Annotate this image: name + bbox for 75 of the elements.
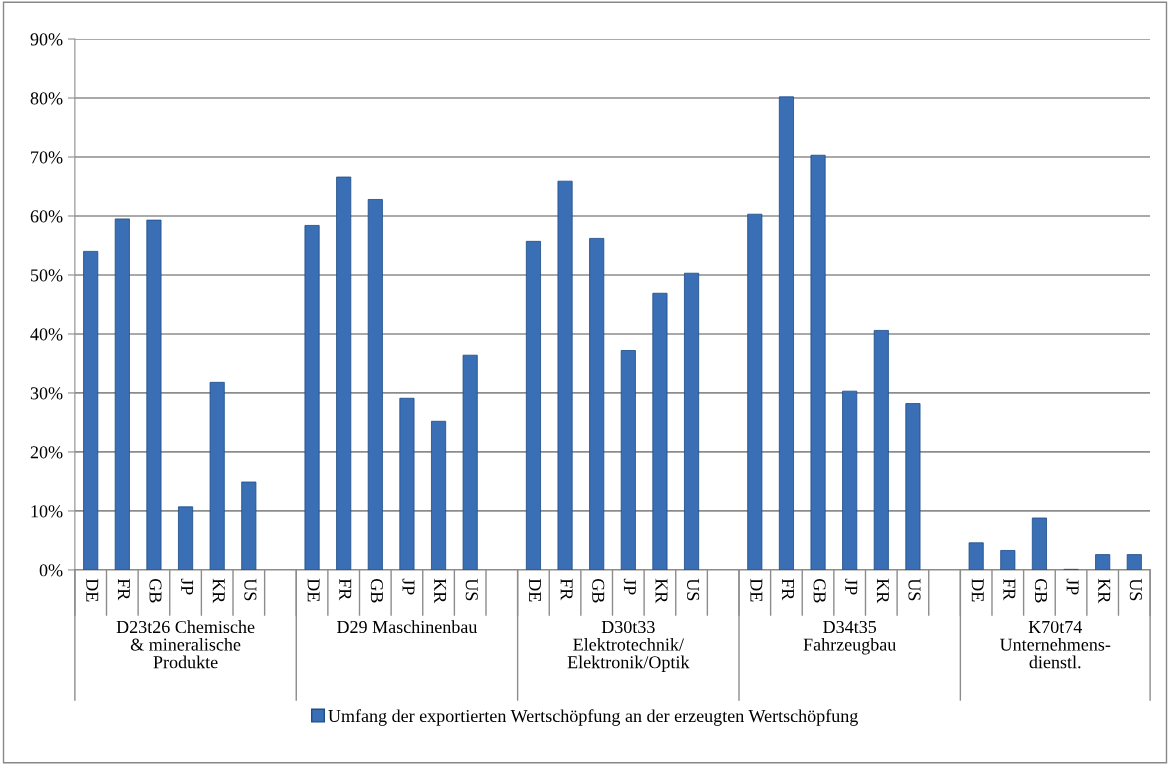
bar (1000, 550, 1016, 570)
x-tick-label: DE (971, 578, 984, 602)
bar (652, 292, 668, 570)
y-tick-label: 10% (31, 505, 63, 518)
x-tick-label: FR (560, 578, 573, 601)
bar (336, 176, 352, 570)
bar (557, 180, 573, 570)
bar (462, 354, 478, 570)
bar (304, 225, 320, 570)
bar (1126, 554, 1142, 570)
x-tick-label: KR (876, 578, 889, 604)
x-tick-label: JP (402, 578, 415, 595)
y-tick-label: 40% (30, 328, 63, 341)
x-tick-label: GB (813, 579, 826, 603)
bar (209, 381, 225, 570)
x-tick-label: DE (529, 578, 541, 602)
y-tick-label: 80% (30, 92, 63, 105)
bar (431, 420, 447, 570)
x-tick-label: JP (623, 578, 636, 595)
bar (620, 350, 636, 570)
x-tick-label: US (908, 578, 921, 601)
x-tick-label: DE (86, 578, 99, 602)
bar (525, 240, 541, 570)
bar (83, 250, 99, 570)
bar (399, 397, 415, 570)
x-tick-label: KR (1098, 578, 1111, 604)
x-tick-label: FR (782, 578, 794, 601)
y-tick-label: 0% (39, 564, 63, 577)
x-tick-label: JP (1066, 578, 1079, 595)
x-tick-label: FR (1003, 578, 1016, 601)
legend-label: Umfang der exportierten Wertschöpfung an der erzeugten Wertschöpfung (328, 709, 858, 726)
x-tick-label: FR (339, 578, 352, 601)
x-tick-label: JP (181, 578, 194, 595)
bar (146, 219, 162, 570)
bar (873, 330, 889, 570)
y-tick-label: 50% (31, 269, 63, 282)
bar (778, 96, 794, 570)
y-tick-label: 70% (31, 151, 63, 164)
x-tick-label: KR (434, 578, 447, 604)
bar (747, 213, 763, 570)
text: D23t26 Chemische & mineralische Produkte (116, 620, 255, 669)
bar (1031, 517, 1047, 570)
text: D30t33 Elektrotechnik/ Elektronik/Optik (567, 620, 690, 672)
bar (114, 218, 130, 570)
x-tick-label: KR (655, 578, 668, 604)
y-tick-label: 90% (30, 33, 63, 46)
x-tick-label: US (687, 578, 700, 601)
y-tick-label: 30% (30, 387, 63, 400)
bar (178, 506, 194, 570)
bar (842, 390, 858, 570)
bar (1095, 554, 1111, 570)
x-tick-label: GB (592, 579, 605, 603)
x-tick-label: US (465, 578, 478, 601)
x-tick-label: US (1129, 578, 1142, 601)
bar (810, 154, 826, 570)
bar (905, 403, 921, 570)
x-tick-label: GB (370, 579, 383, 603)
bar (684, 272, 700, 570)
bar (968, 542, 984, 570)
x-tick-label: DE (750, 578, 763, 602)
x-tick-label: GB (149, 579, 162, 603)
y-tick-label: 60% (30, 210, 63, 223)
x-tick-label: US (244, 578, 257, 601)
x-tick-label: JP (845, 578, 858, 595)
x-tick-label: GB (1034, 579, 1048, 603)
x-tick-label: FR (117, 578, 130, 601)
x-tick-label: KR (212, 578, 225, 604)
text: K70t74 Unternehmens- dienstl. (999, 620, 1111, 669)
y-tick-label: 20% (30, 446, 63, 459)
x-tick-label: DE (307, 578, 320, 602)
bar (241, 481, 257, 570)
bar (589, 237, 605, 570)
bar (367, 199, 383, 570)
text: D29 Maschinenbau (337, 620, 478, 634)
text: D34t35 Fahrzeugbau (803, 620, 896, 655)
